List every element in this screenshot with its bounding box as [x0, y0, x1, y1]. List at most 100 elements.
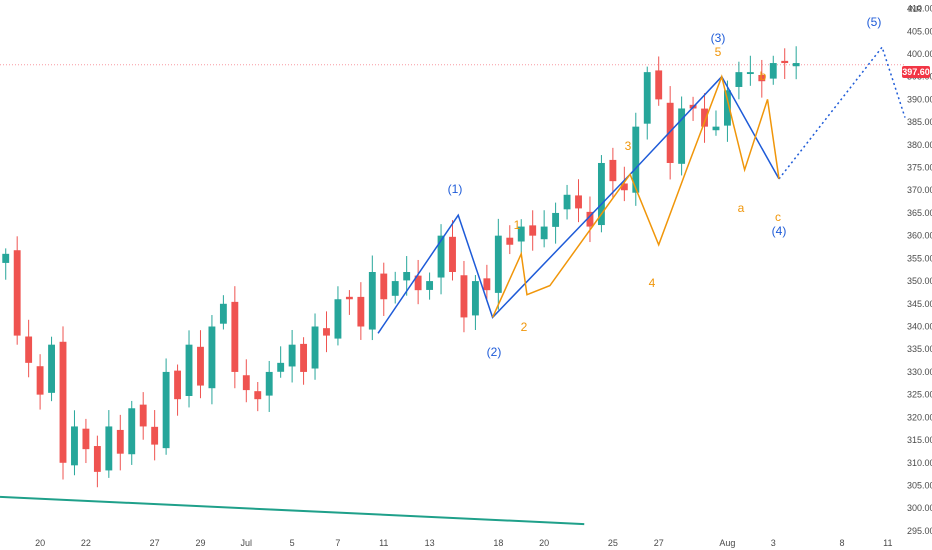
- candle-body: [632, 126, 640, 193]
- candle-body: [449, 236, 456, 272]
- candle-body: [277, 362, 285, 372]
- candle-body: [620, 183, 628, 191]
- candle: [242, 359, 250, 403]
- candle: [288, 329, 296, 383]
- candle: [483, 264, 491, 300]
- wave-label-c: c: [775, 210, 781, 224]
- candle-body: [563, 194, 571, 210]
- candle-body: [643, 72, 651, 124]
- x-tick-label: 25: [608, 538, 618, 548]
- candle-body: [48, 344, 55, 393]
- candle: [36, 354, 44, 410]
- candle-body: [597, 162, 605, 226]
- candle-body: [59, 341, 67, 463]
- y-tick-label: 345.00: [907, 299, 932, 309]
- candle: [712, 110, 720, 136]
- candle-body: [311, 326, 319, 369]
- candle: [758, 59, 766, 98]
- x-tick-label: 18: [493, 538, 503, 548]
- candle: [208, 315, 216, 405]
- candle: [609, 147, 617, 198]
- wave-label-5-minor: 5: [715, 45, 722, 59]
- candle-body: [242, 375, 250, 391]
- wave-label-2-primary: (2): [487, 345, 502, 359]
- support-trendline: [0, 495, 585, 526]
- candle-body: [300, 343, 308, 372]
- x-tick-label: 5: [290, 538, 295, 548]
- candle: [701, 93, 708, 143]
- candle-body: [494, 235, 502, 293]
- y-tick-label: 305.00: [907, 480, 932, 490]
- y-tick-label: 335.00: [907, 344, 932, 354]
- candle: [300, 337, 308, 385]
- candle-body: [254, 391, 262, 400]
- candle-body: [185, 344, 193, 396]
- x-tick-label: 8: [839, 538, 844, 548]
- y-tick-label: 365.00: [907, 208, 932, 218]
- candle-body: [414, 275, 422, 291]
- candle: [197, 330, 204, 399]
- wave-label-b: b: [760, 69, 767, 83]
- wave-label-4-primary: (4): [772, 224, 787, 238]
- candle-body: [540, 226, 548, 240]
- wave-label-3-primary: (3): [711, 31, 726, 45]
- y-tick-label: 385.00: [907, 117, 932, 127]
- candle-body: [483, 278, 491, 291]
- candle: [620, 166, 628, 202]
- candle-body: [506, 237, 514, 245]
- candle: [93, 435, 101, 488]
- candle: [71, 410, 78, 476]
- wave-minor-line: [491, 74, 780, 318]
- candle: [724, 80, 731, 142]
- candle: [792, 46, 800, 80]
- x-tick-label: 27: [150, 538, 160, 548]
- wave-label-1-minor: 1: [514, 218, 521, 232]
- wave-label-1-primary: (1): [448, 182, 463, 196]
- candle-body: [609, 159, 617, 182]
- candle-body: [529, 225, 537, 236]
- candle-body: [71, 426, 78, 466]
- current-price-badge: 397.60: [902, 66, 930, 78]
- wave-labels-layer: (1) (2) (3) (4) (5) 1 2 3 4 5 a b c: [448, 15, 882, 359]
- y-tick-label: 400.00: [907, 49, 932, 59]
- candle: [345, 290, 353, 315]
- candle: [449, 220, 456, 281]
- candle: [471, 275, 479, 330]
- y-tick-label: 360.00: [907, 231, 932, 241]
- candle: [128, 400, 136, 465]
- candle: [529, 210, 537, 251]
- candle-body: [25, 336, 33, 363]
- candle: [116, 414, 124, 471]
- y-tick-label: 325.00: [907, 390, 932, 400]
- candle: [357, 282, 365, 340]
- candle: [174, 364, 181, 416]
- x-tick-label: 27: [654, 538, 664, 548]
- x-tick-label: Aug: [719, 538, 735, 548]
- candle: [460, 260, 468, 333]
- y-tick-label: 295.00: [907, 526, 932, 536]
- candle-body: [219, 303, 227, 324]
- candle: [391, 271, 399, 304]
- candle: [185, 330, 193, 408]
- candle-body: [517, 226, 525, 242]
- candle: [426, 272, 434, 300]
- candle-body: [552, 212, 560, 227]
- candle-body: [357, 296, 365, 327]
- candle: [666, 86, 674, 180]
- candle: [494, 218, 502, 310]
- candle-body: [36, 366, 44, 395]
- candle: [59, 326, 67, 480]
- candle: [2, 248, 10, 280]
- candle: [219, 295, 227, 330]
- candle: [13, 236, 21, 345]
- candle-body: [655, 70, 663, 100]
- candle-body: [471, 281, 479, 316]
- x-tick-label: 22: [81, 538, 91, 548]
- candle-body: [162, 371, 170, 449]
- candle: [586, 196, 594, 243]
- candle: [540, 210, 548, 248]
- candle: [334, 286, 342, 346]
- candle-body: [139, 404, 147, 427]
- candle-body: [724, 90, 731, 126]
